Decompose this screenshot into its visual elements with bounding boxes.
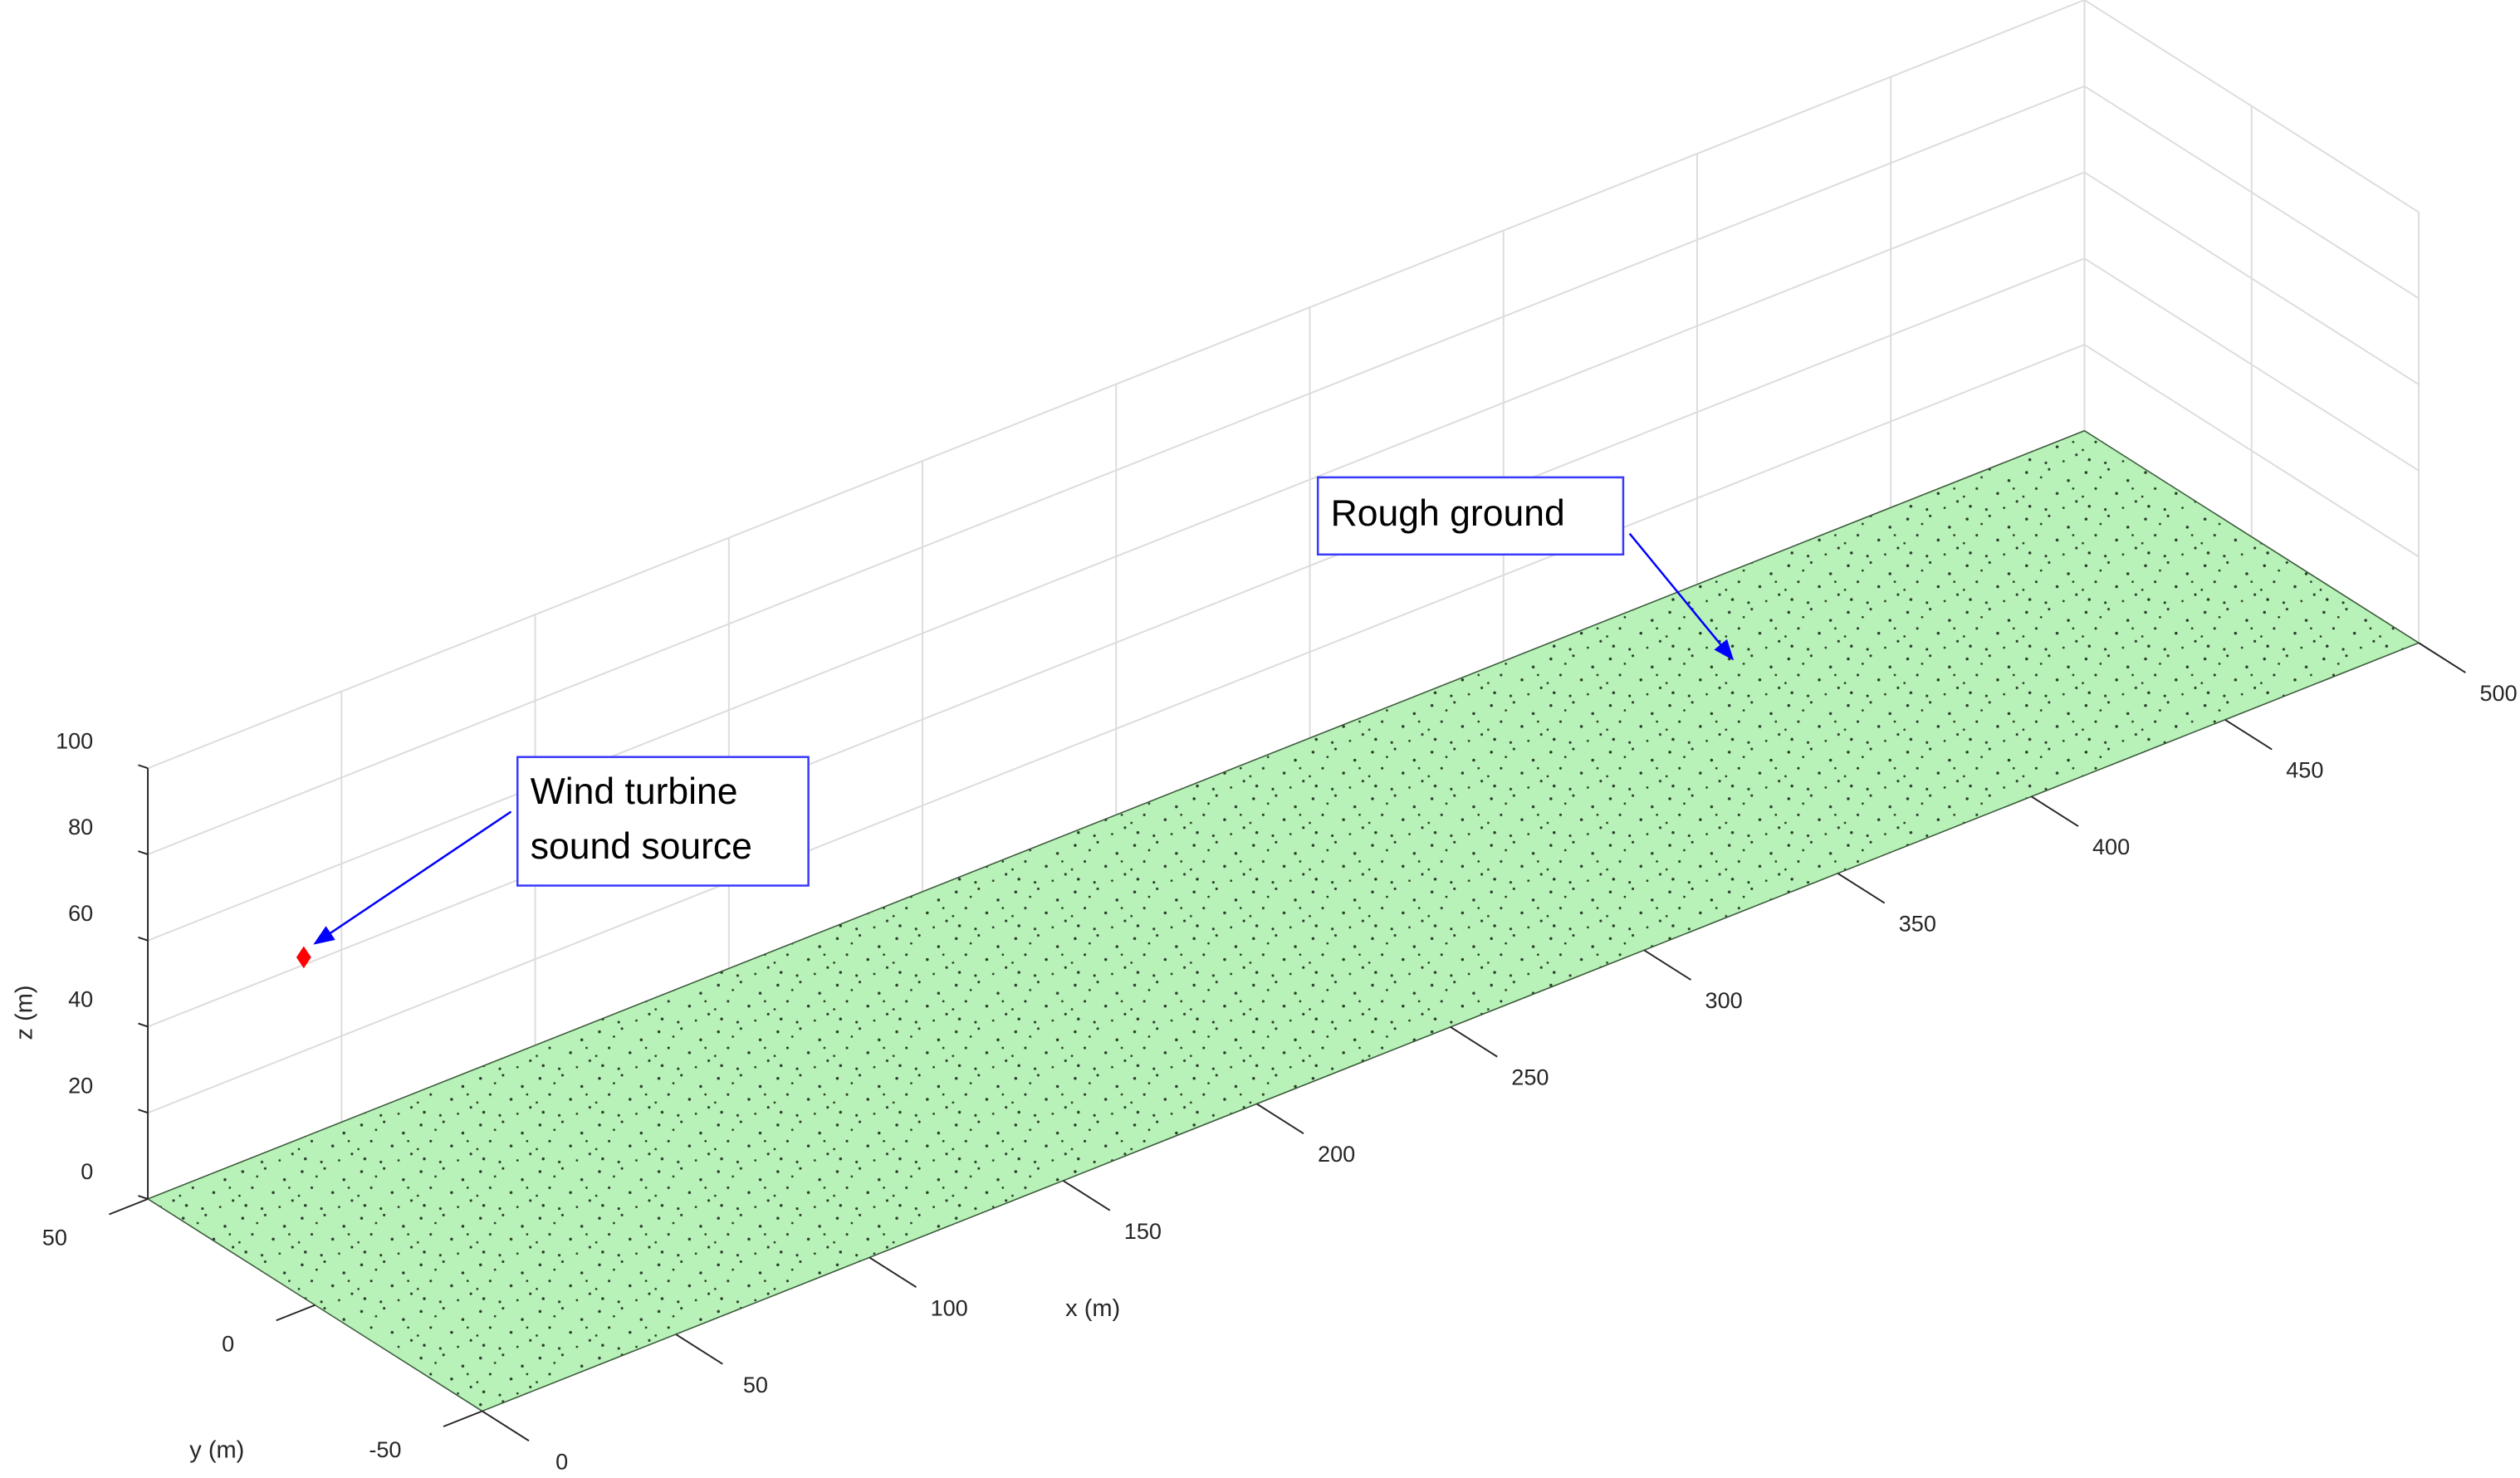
x-tick-label: 250: [1511, 1064, 1549, 1090]
x-tick-label: 150: [1124, 1218, 1162, 1244]
annotation-text: Rough ground: [1331, 493, 1565, 534]
z-tick: [138, 764, 149, 770]
x-tick: [1643, 949, 1691, 981]
ground: [146, 429, 2420, 1412]
x-tick: [2418, 642, 2466, 673]
y-tick: [109, 1198, 149, 1216]
z-tick: [138, 1108, 149, 1114]
x-tick-label: 350: [1899, 911, 1936, 937]
z-tick-label: 80: [68, 814, 93, 839]
annotation-arrow: [313, 810, 512, 945]
ground-texture: [146, 429, 2420, 1412]
z-tick-label: 20: [68, 1072, 93, 1098]
x-tick: [869, 1256, 917, 1289]
annotation-arrow: [1628, 532, 1735, 661]
y-tick-label: -50: [369, 1436, 401, 1462]
z-tick: [138, 936, 149, 942]
annotation-text: Wind turbine: [531, 771, 738, 812]
x-tick: [1450, 1026, 1498, 1058]
x-tick: [1062, 1180, 1111, 1211]
z-tick-label: 60: [68, 900, 93, 926]
x-tick: [1256, 1103, 1304, 1134]
y-tick-label: 50: [42, 1225, 67, 1250]
z-tick-label: 40: [68, 986, 93, 1012]
z-tick: [138, 1022, 149, 1028]
annotation-text: sound source: [531, 826, 752, 867]
y-tick: [443, 1410, 483, 1427]
x-tick-label: 400: [2092, 834, 2130, 859]
grid-line: [147, 344, 2085, 1114]
y-tick-label: 0: [222, 1330, 234, 1356]
z-tick-label: 100: [56, 727, 93, 753]
y-axis-label: y (m): [189, 1437, 244, 1464]
x-tick-label: 500: [2479, 680, 2517, 706]
annotation-box: [516, 756, 810, 887]
x-tick-label: 100: [931, 1294, 968, 1320]
x-tick: [2224, 718, 2273, 751]
annotation-box: [1316, 476, 1625, 556]
x-tick-label: 0: [555, 1448, 568, 1474]
x-tick-label: 450: [2286, 757, 2323, 783]
axes: 050100150200250300350400450500-500500204…: [12, 642, 2518, 1474]
grid-line: [147, 85, 2085, 855]
z-tick-label: 0: [81, 1158, 93, 1184]
source-marker: [296, 946, 311, 969]
marks: [296, 946, 311, 969]
x-tick-label: 300: [1705, 987, 1743, 1013]
x-tick-label: 200: [1318, 1141, 1355, 1167]
grid-line: [147, 257, 2085, 1028]
z-tick: [138, 1195, 149, 1200]
x-tick: [1837, 872, 1886, 904]
z-axis-label: z (m): [12, 985, 38, 1040]
grid-line: [147, 0, 2085, 770]
z-tick: [138, 850, 149, 855]
grid-line: [147, 171, 2085, 942]
x-tick: [482, 1410, 530, 1442]
y-tick: [276, 1304, 316, 1322]
annotations: Wind turbine sound source Rough ground: [313, 476, 1735, 945]
x-tick: [675, 1334, 723, 1365]
x-axis-label: x (m): [1065, 1295, 1120, 1322]
x-tick: [2031, 795, 2079, 827]
x-tick-label: 50: [743, 1372, 768, 1397]
